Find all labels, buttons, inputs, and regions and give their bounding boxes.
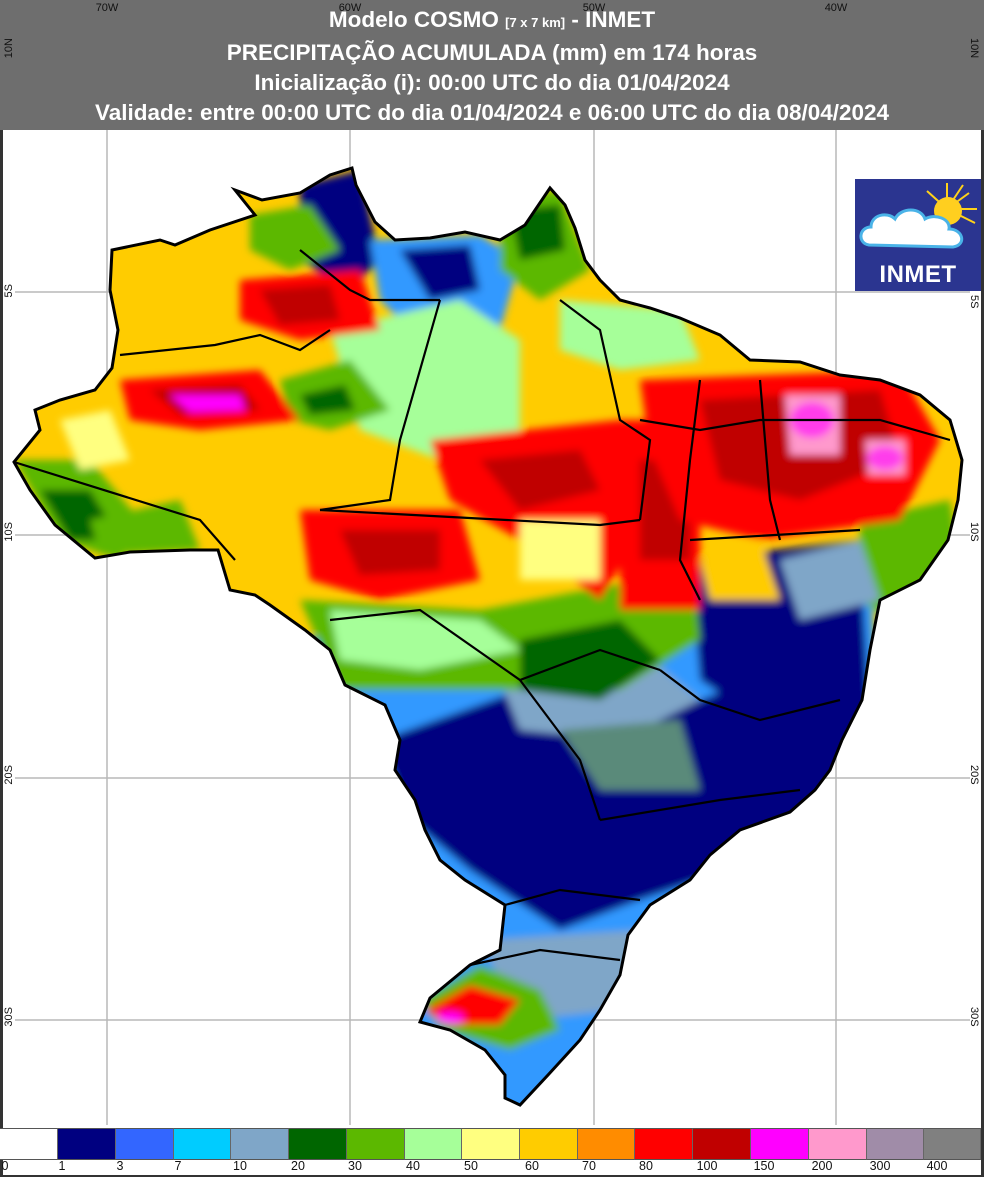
- model-title: Modelo COSMO [7 x 7 km] - INMET: [328, 7, 656, 32]
- latitude-label-30s-left: 30S: [3, 1007, 15, 1027]
- cloud-sun-icon: [859, 183, 977, 249]
- latitude-label-10s-left: 10S: [3, 522, 15, 542]
- colorbar-swatch-7: [174, 1128, 231, 1160]
- longitude-label-40w: 40W: [824, 2, 848, 14]
- colorbar-tick: 7: [174, 1159, 182, 1173]
- colorbar-tick: 200: [811, 1159, 833, 1173]
- colorbar-tick: 400: [926, 1159, 948, 1173]
- colorbar-swatch-100: [693, 1128, 751, 1160]
- colorbar-tick: 50: [464, 1159, 478, 1173]
- logo-text: INMET: [879, 261, 957, 288]
- latitude-label-10s-right: 10S: [968, 522, 980, 542]
- longitude-label-70w: 70W: [95, 2, 119, 14]
- model-resolution: [7 x 7 km]: [505, 15, 566, 30]
- longitude-label-50w: 50W: [582, 2, 606, 14]
- latitude-label-10n-left: 10N: [3, 38, 15, 59]
- colorbar-tick: 0: [1, 1159, 9, 1173]
- latitude-label-20s-right: 20S: [968, 765, 980, 785]
- colorbar-swatch-70: [578, 1128, 635, 1160]
- latitude-label-20s-left: 20S: [3, 765, 15, 785]
- latitude-label-10n-right: 10N: [968, 38, 980, 59]
- chart-title-block: Modelo COSMO [7 x 7 km] - INMET PRECIPIT…: [0, 0, 984, 130]
- initialization-text: Inicialização (i): 00:00 UTC do dia 01/0…: [254, 70, 730, 95]
- colorbar-tick: 40: [406, 1159, 420, 1173]
- colorbar-swatch-10: [231, 1128, 289, 1160]
- colorbar-tick: 300: [869, 1159, 891, 1173]
- colorbar-swatch-150: [751, 1128, 809, 1160]
- precipitation-colorbar: [0, 1128, 984, 1160]
- colorbar-swatch-0: [0, 1128, 58, 1160]
- colorbar-swatch-20: [289, 1128, 347, 1160]
- colorbar-tick: 1: [58, 1159, 66, 1173]
- colorbar-tick: 20: [291, 1159, 305, 1173]
- colorbar-tick: 10: [233, 1159, 247, 1173]
- colorbar-swatch-1: [58, 1128, 116, 1160]
- colorbar-tick: 3: [116, 1159, 124, 1173]
- latitude-label-5s-left: 5S: [3, 284, 15, 298]
- colorbar-swatch-80: [635, 1128, 693, 1160]
- latitude-label-5s-right: 5S: [968, 295, 980, 309]
- colorbar-swatch-3: [116, 1128, 174, 1160]
- colorbar-tick: 30: [348, 1159, 362, 1173]
- colorbar-tick: 80: [639, 1159, 653, 1173]
- colorbar-tick: 70: [582, 1159, 596, 1173]
- colorbar-swatch-300: [867, 1128, 924, 1160]
- colorbar-tick-labels: 0 1 3 7 10 20 30 40 50 60 70 80 100 150 …: [0, 1159, 984, 1177]
- colorbar-tick: 100: [696, 1159, 718, 1173]
- colorbar-swatch-200: [809, 1128, 867, 1160]
- colorbar-swatch-60: [520, 1128, 578, 1160]
- validity-text: Validade: entre 00:00 UTC do dia 01/04/2…: [94, 100, 890, 125]
- colorbar-tick: 150: [753, 1159, 775, 1173]
- colorbar-tick: 60: [525, 1159, 539, 1173]
- longitude-label-60w: 60W: [338, 2, 362, 14]
- colorbar-swatch-400: [924, 1128, 981, 1160]
- precipitation-map: [12, 130, 970, 1125]
- colorbar-swatch-50: [462, 1128, 520, 1160]
- inmet-logo: INMET: [855, 179, 981, 291]
- colorbar-swatch-40: [405, 1128, 462, 1160]
- latitude-label-30s-right: 30S: [968, 1007, 980, 1027]
- product-title: PRECIPITAÇÃO ACUMULADA (mm) em 174 horas: [226, 40, 758, 65]
- colorbar-swatch-30: [347, 1128, 405, 1160]
